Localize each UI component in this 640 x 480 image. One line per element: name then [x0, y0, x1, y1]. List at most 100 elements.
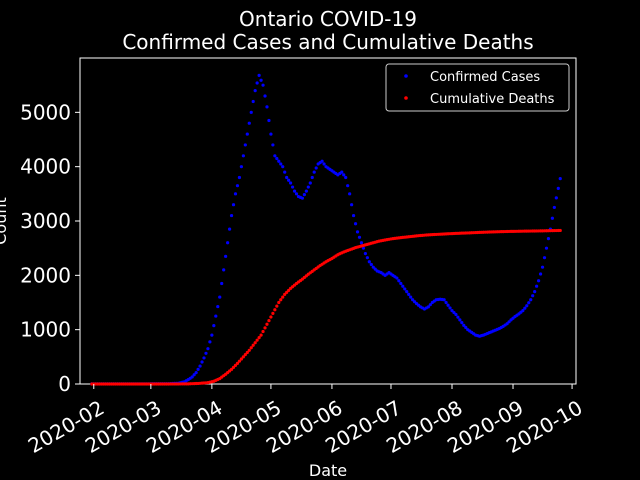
data-point	[527, 301, 531, 305]
data-point	[269, 315, 273, 319]
data-point	[277, 300, 281, 305]
data-point	[279, 298, 283, 302]
data-point	[261, 83, 265, 87]
data-point	[239, 357, 243, 361]
data-point	[285, 290, 289, 294]
data-point	[222, 268, 226, 272]
data-point	[529, 298, 533, 302]
legend-box	[385, 63, 570, 112]
legend-label-cumulative-deaths: Cumulative Deaths	[430, 92, 555, 107]
data-point	[235, 361, 240, 365]
data-point	[237, 359, 242, 363]
data-point	[283, 170, 287, 174]
data-point	[287, 178, 291, 182]
data-point	[454, 312, 458, 317]
data-point	[552, 205, 556, 210]
data-point	[263, 94, 267, 98]
data-point	[450, 309, 454, 313]
data-point	[259, 78, 263, 82]
data-point	[289, 181, 293, 185]
data-point	[340, 170, 344, 174]
data-point	[359, 241, 364, 245]
data-point	[245, 350, 249, 355]
data-point	[257, 336, 261, 340]
data-point	[361, 246, 366, 250]
data-point	[308, 181, 312, 185]
data-point	[535, 284, 539, 288]
data-point	[444, 300, 448, 305]
data-point	[220, 281, 224, 286]
data-point	[233, 363, 238, 367]
data-point	[227, 227, 232, 231]
y-tick-label: 2000	[20, 263, 71, 287]
legend-label-confirmed-cases: Confirmed Cases	[430, 70, 540, 85]
data-point	[271, 143, 275, 147]
data-point	[556, 186, 560, 190]
data-point	[198, 364, 202, 368]
data-point	[310, 175, 314, 180]
data-point	[456, 315, 460, 319]
data-point	[413, 300, 417, 304]
y-tick-label: 0	[58, 372, 71, 396]
data-point	[344, 175, 348, 180]
data-point	[550, 216, 554, 220]
data-point	[267, 319, 271, 323]
data-point	[249, 110, 253, 114]
series-1	[90, 228, 562, 386]
data-point	[283, 292, 287, 296]
data-point	[294, 192, 299, 196]
data-point	[279, 162, 283, 166]
data-point	[249, 346, 253, 350]
data-point	[287, 288, 291, 292]
data-point	[243, 353, 247, 357]
data-point	[403, 287, 407, 291]
data-point	[546, 237, 551, 241]
x-axis-label: Date	[309, 461, 347, 480]
data-point	[231, 365, 236, 369]
data-point	[285, 175, 289, 180]
data-point	[247, 121, 251, 125]
data-point	[202, 356, 206, 360]
y-tick-label: 3000	[20, 209, 71, 233]
data-point	[346, 184, 350, 188]
data-point	[231, 203, 236, 207]
data-point	[312, 170, 316, 174]
y-tick-label: 1000	[20, 318, 71, 342]
data-point	[241, 154, 245, 158]
data-point	[265, 105, 269, 109]
data-point	[533, 290, 537, 294]
data-point	[363, 252, 367, 256]
y-tick-label: 5000	[20, 100, 71, 124]
data-point	[442, 298, 446, 302]
data-point	[200, 360, 204, 364]
data-point	[395, 276, 399, 280]
data-point	[214, 314, 218, 318]
data-point	[537, 279, 541, 283]
data-point	[322, 162, 326, 166]
data-point	[464, 325, 468, 330]
data-point	[365, 256, 369, 260]
data-point	[267, 118, 271, 123]
y-axis-label: Count	[0, 197, 10, 245]
data-point	[261, 329, 265, 334]
data-point	[192, 373, 196, 377]
data-point	[281, 295, 285, 299]
data-point	[292, 189, 297, 193]
plot-area	[79, 57, 577, 386]
data-point	[367, 260, 371, 264]
data-point	[241, 355, 245, 359]
data-point	[253, 89, 257, 93]
data-point	[237, 175, 242, 180]
data-point	[428, 303, 432, 307]
data-point	[194, 370, 198, 375]
data-point	[544, 246, 549, 250]
data-point	[300, 196, 305, 200]
data-point	[255, 338, 259, 342]
data-point	[397, 279, 401, 283]
data-point	[373, 267, 377, 271]
data-point	[259, 333, 263, 337]
data-point	[247, 348, 251, 352]
data-point	[224, 254, 228, 258]
data-point	[273, 154, 277, 158]
data-point	[531, 294, 535, 298]
